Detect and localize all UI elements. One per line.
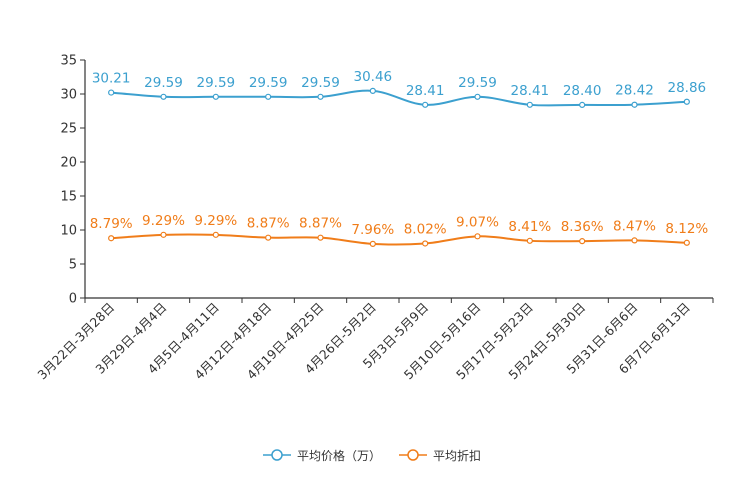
legend-price-line-icon	[262, 449, 291, 461]
data-label: 9.07%	[456, 214, 499, 230]
y-tick-label: 20	[60, 156, 77, 171]
y-tick-label: 0	[69, 292, 77, 307]
data-point[interactable]	[422, 101, 429, 108]
data-label: 28.40	[563, 83, 602, 99]
data-point[interactable]	[317, 93, 324, 100]
data-point[interactable]	[212, 231, 219, 238]
data-point[interactable]	[369, 240, 376, 247]
legend: 平均价格（万） 平均折扣	[0, 444, 744, 466]
y-tick-label: 10	[60, 224, 77, 239]
data-label: 28.41	[406, 83, 445, 99]
data-label: 9.29%	[194, 213, 237, 229]
data-point[interactable]	[631, 101, 638, 108]
data-point[interactable]	[474, 93, 481, 100]
series-price: 30.21 29.59 29.59 29.59 29.59 30.46 28.41 29.59…	[92, 69, 706, 108]
y-tick-label: 15	[60, 190, 77, 205]
data-label: 29.59	[144, 75, 183, 91]
legend-item-discount[interactable]: 平均折扣	[399, 447, 481, 464]
data-point[interactable]	[108, 235, 115, 242]
y-tick-label: 25	[60, 122, 77, 137]
data-label: 29.59	[458, 75, 497, 91]
data-point[interactable]	[683, 98, 690, 105]
data-point[interactable]	[526, 237, 533, 244]
data-label: 29.59	[249, 75, 288, 91]
data-label: 8.02%	[404, 221, 447, 237]
data-label: 29.59	[301, 75, 340, 91]
data-label: 8.47%	[613, 218, 656, 234]
data-point[interactable]	[631, 237, 638, 244]
data-point[interactable]	[579, 238, 586, 245]
data-label: 8.87%	[247, 216, 290, 232]
y-tick-label: 35	[60, 54, 77, 69]
data-label: 30.21	[92, 71, 131, 87]
data-label: 7.96%	[351, 222, 394, 238]
series-line	[111, 233, 687, 246]
series-line	[111, 89, 687, 107]
y-tick-label: 30	[60, 88, 77, 103]
data-point[interactable]	[160, 231, 167, 238]
data-label: 28.42	[615, 83, 654, 99]
data-point[interactable]	[474, 233, 481, 240]
data-point[interactable]	[526, 101, 533, 108]
data-point[interactable]	[422, 240, 429, 247]
data-point[interactable]	[579, 101, 586, 108]
data-label: 8.12%	[665, 221, 708, 237]
data-point[interactable]	[160, 93, 167, 100]
data-point[interactable]	[317, 234, 324, 241]
x-axis: 3月22日-3月28日3月29日-4月4日4月5日-4月11日4月12日-4月1…	[34, 297, 714, 382]
data-label: 28.41	[511, 83, 550, 99]
data-label: 8.87%	[299, 216, 342, 232]
data-label: 9.29%	[142, 213, 185, 229]
data-label: 30.46	[354, 69, 393, 85]
data-label: 8.36%	[561, 219, 604, 235]
legend-discount-line-icon	[399, 449, 427, 461]
data-point[interactable]	[108, 89, 115, 96]
data-point[interactable]	[212, 93, 219, 100]
data-point[interactable]	[265, 234, 272, 241]
legend-label-price: 平均价格（万）	[296, 448, 381, 463]
data-label: 8.41%	[508, 219, 551, 235]
legend-label-discount: 平均折扣	[433, 448, 482, 463]
data-label: 28.86	[668, 80, 707, 96]
y-axis: 0 5 10 15 20 25 30 35	[60, 54, 86, 307]
series-discount: 8.79% 9.29% 9.29% 8.87% 8.87% 7.96% 8.02% 9.07%…	[90, 213, 708, 247]
data-point[interactable]	[265, 93, 272, 100]
data-point[interactable]	[683, 239, 690, 246]
data-label: 8.79%	[90, 216, 133, 232]
data-point[interactable]	[369, 87, 376, 94]
series-layer: 30.21 29.59 29.59 29.59 29.59 30.46 28.41 29.59…	[90, 69, 708, 247]
legend-item-price[interactable]: 平均价格（万）	[262, 447, 381, 464]
y-tick-label: 5	[69, 258, 77, 273]
data-label: 29.59	[197, 75, 236, 91]
